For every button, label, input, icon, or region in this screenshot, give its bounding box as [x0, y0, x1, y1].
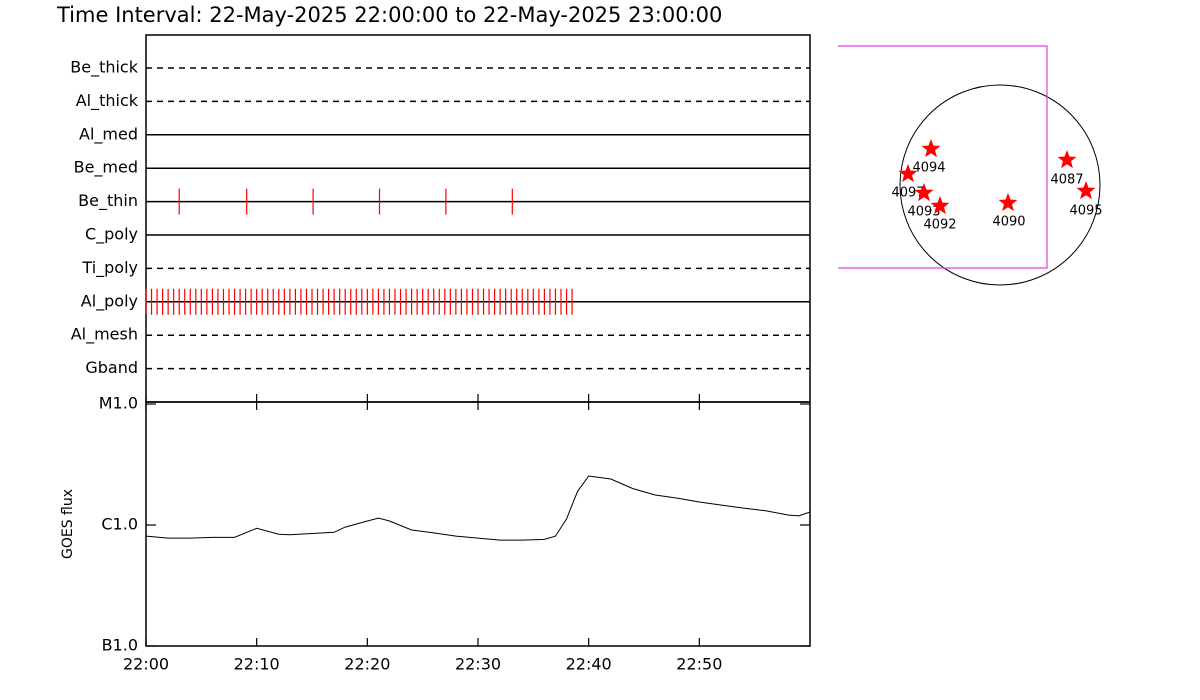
region-star [1057, 150, 1077, 169]
region-star [914, 183, 934, 202]
row-label: Be_med [74, 158, 138, 178]
region-star [930, 196, 950, 215]
row-label: Al_mesh [71, 325, 138, 345]
goes-frame [145, 401, 811, 647]
row-label: Al_thick [76, 91, 139, 111]
solar-disk [899, 84, 1101, 286]
x-tick-label: 22:50 [676, 655, 722, 674]
y-tick-label: C1.0 [101, 515, 138, 534]
chart-title: Time Interval: 22-May-2025 22:00:00 to 2… [56, 3, 722, 27]
y-axis-label: GOES flux [60, 489, 76, 559]
goes-curve [145, 475, 811, 541]
row-label: Be_thin [78, 191, 138, 211]
row-label: C_poly [85, 225, 138, 245]
y-tick-label: M1.0 [99, 394, 138, 413]
fov-box [838, 45, 1048, 269]
region-label: 4092 [923, 218, 956, 233]
region-label: 4090 [992, 215, 1025, 230]
x-tick-label: 22:40 [566, 655, 612, 674]
x-tick-label: 22:10 [234, 655, 280, 674]
region-star [898, 164, 918, 183]
region-label: 4093 [907, 205, 940, 220]
row-label: Al_med [79, 124, 138, 144]
timeline-frame [145, 34, 811, 403]
region-star [921, 139, 941, 158]
x-tick-label: 22:20 [344, 655, 390, 674]
region-label: 4097 [891, 186, 924, 201]
y-tick-label: B1.0 [102, 636, 138, 655]
row-label: Gband [85, 358, 138, 377]
row-label: Ti_poly [81, 258, 138, 278]
region-star [998, 193, 1018, 212]
region-label: 4095 [1069, 204, 1102, 219]
region-label: 4087 [1050, 173, 1083, 188]
row-label: Be_thick [70, 58, 138, 78]
region-star [1076, 181, 1096, 200]
region-label: 4094 [912, 161, 945, 176]
x-tick-label: 22:30 [455, 655, 501, 674]
x-tick-label: 22:00 [123, 655, 169, 674]
row-label: Al_poly [81, 291, 138, 311]
